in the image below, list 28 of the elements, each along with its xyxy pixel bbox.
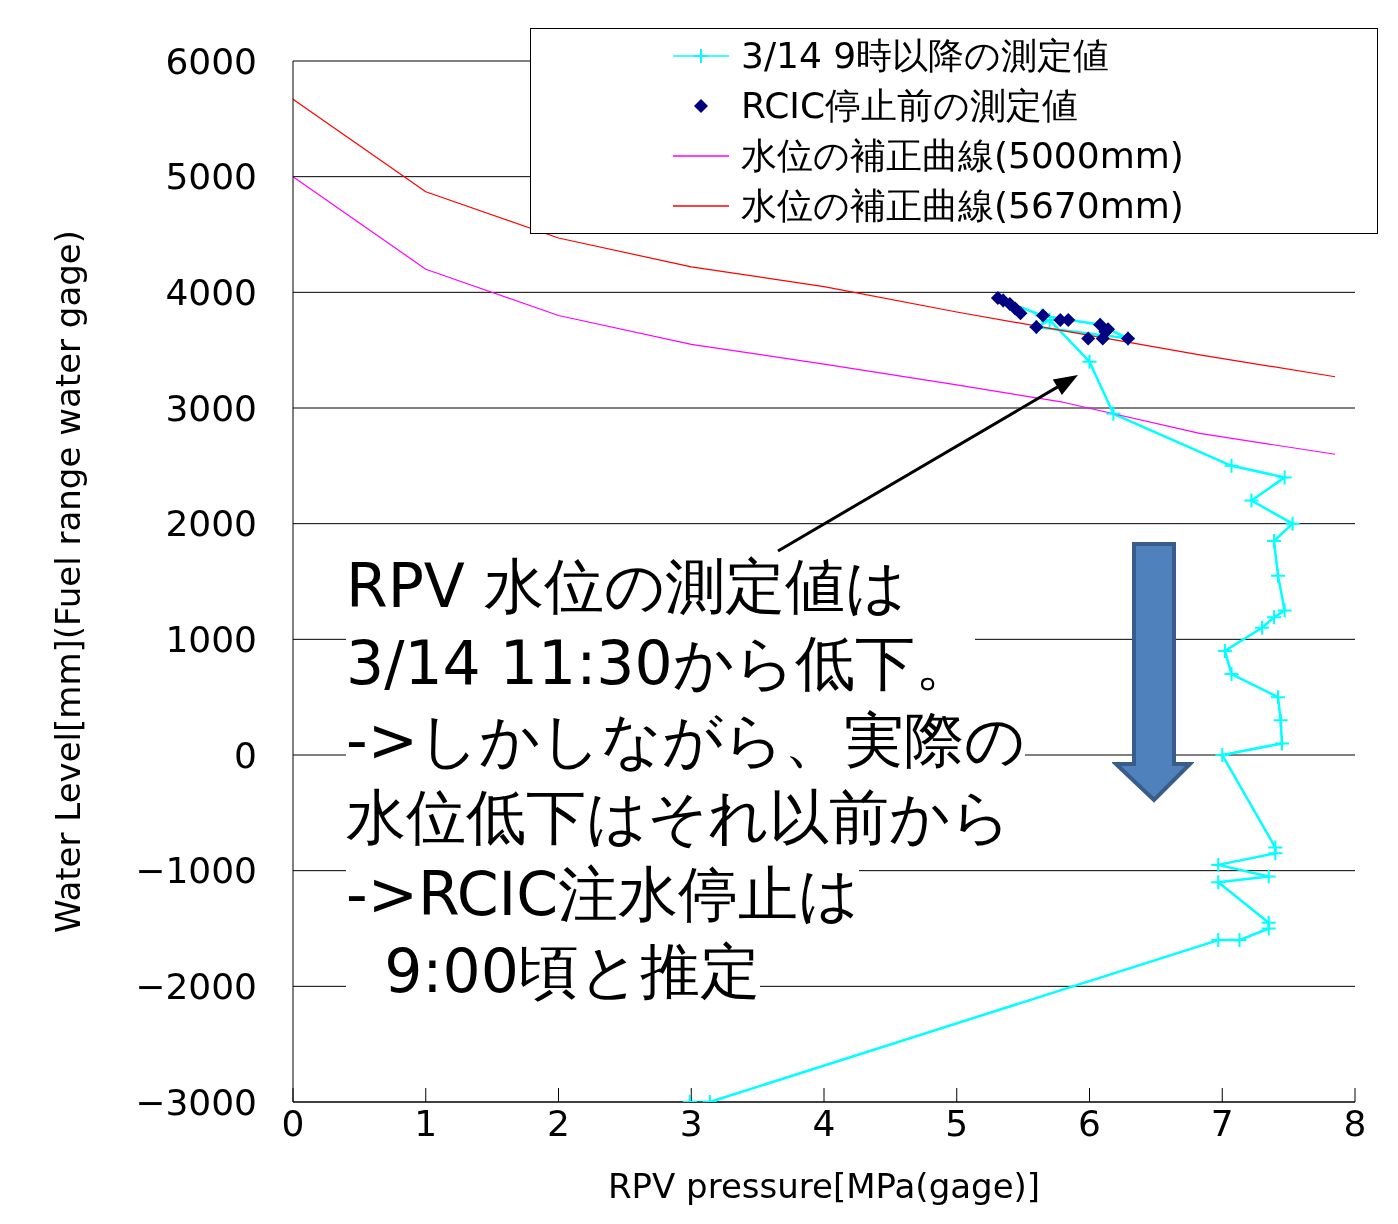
x-tick-label: 4	[812, 1102, 836, 1144]
y-tick-label: 3000	[165, 387, 257, 429]
y-tick-label: −3000	[135, 1081, 257, 1123]
y-tick-label: −1000	[135, 850, 257, 892]
annotation: RPV 水位の測定値は 3/14 11:30から低下。	[346, 551, 975, 698]
y-tick-label: 6000	[165, 40, 257, 82]
y-tick-label: 1000	[165, 619, 257, 661]
y-tick-label: 2000	[165, 503, 257, 545]
y-axis-title: Water Level[mm](Fuel range water gage)	[48, 229, 89, 934]
y-tick-label: −2000	[135, 966, 257, 1008]
x-tick-label: 2	[547, 1102, 570, 1144]
legend-label: 水位の補正曲線(5000mm)	[741, 133, 1184, 178]
y-tick-label: 4000	[165, 272, 257, 314]
x-tick-label: 6	[1078, 1102, 1101, 1144]
annotation: ->しかしながら、実際の水位低下はそれ以前から	[346, 705, 1025, 852]
y-tick-label: 5000	[165, 156, 257, 198]
legend-label: 3/14 9時以降の測定値	[741, 33, 1110, 78]
y-tick-label: 0	[234, 734, 257, 776]
x-tick-label: 5	[945, 1102, 969, 1144]
x-tick-label: 8	[1343, 1102, 1367, 1144]
x-tick-label: 0	[281, 1102, 305, 1144]
legend-label: 水位の補正曲線(5670mm)	[741, 183, 1184, 228]
annotation: ->RCIC注水停止は 9:00頃と推定	[346, 859, 860, 1006]
x-tick-label: 7	[1210, 1102, 1234, 1144]
x-tick-label: 1	[414, 1102, 438, 1144]
x-tick-label: 3	[679, 1102, 703, 1144]
x-axis-title: RPV pressure[MPa(gage)]	[607, 1166, 1041, 1206]
legend-label: RCIC停止前の測定値	[741, 83, 1079, 128]
